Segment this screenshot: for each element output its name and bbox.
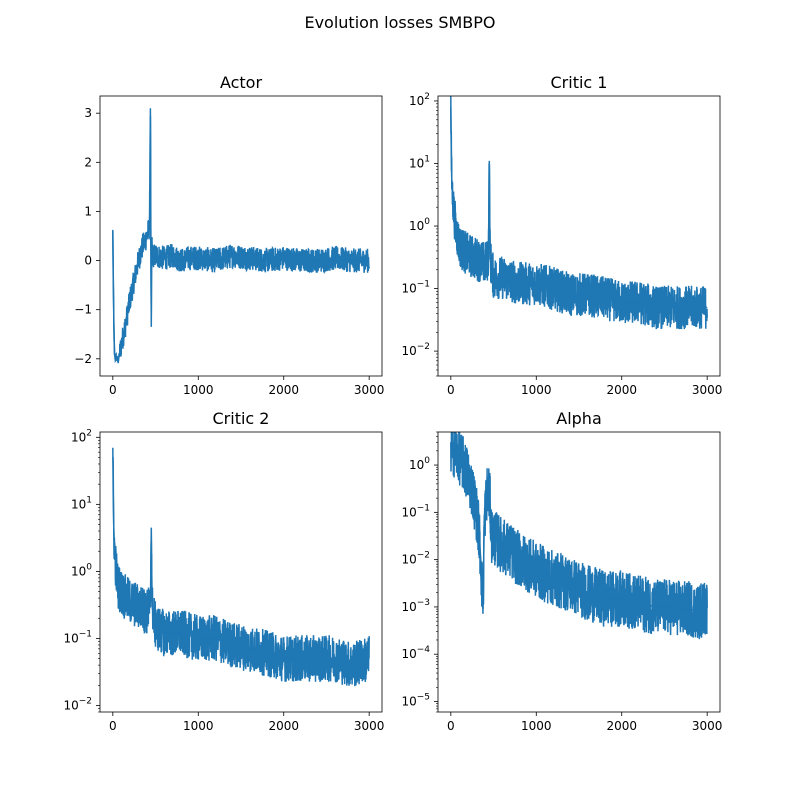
series-line xyxy=(112,456,370,687)
series-line-key-points xyxy=(112,108,370,364)
series-line xyxy=(450,432,708,640)
axes-frame xyxy=(99,95,383,377)
x-tick-label: 2000 xyxy=(268,719,299,733)
y-tick-label: 2 xyxy=(84,155,92,169)
x-tick-label: 3000 xyxy=(692,719,723,733)
x-tick-label: 2000 xyxy=(606,383,637,397)
y-tick-label: −2 xyxy=(74,352,92,366)
x-tick-label: 0 xyxy=(447,719,455,733)
axes-frame xyxy=(99,431,383,713)
y-tick-label: 102 xyxy=(71,428,92,444)
x-tick-label: 0 xyxy=(447,383,455,397)
y-tick-label: 10−1 xyxy=(401,280,430,296)
subplot-2: Critic 2 0 1000 2000 3000 10−2 10−1 100 101 102 xyxy=(63,409,384,733)
y-tick-label: 101 xyxy=(409,154,430,170)
subplot-1: Critic 1 0 1000 2000 3000 10−2 10−1 100 101 102 xyxy=(401,73,722,397)
y-tick-label: 10−1 xyxy=(401,503,430,519)
series-line-key-points xyxy=(112,447,370,666)
series-line xyxy=(112,116,370,364)
y-tick-label: 10−2 xyxy=(401,342,430,358)
y-tick-label: 0 xyxy=(84,254,92,268)
subplot-title: Critic 2 xyxy=(213,409,270,428)
x-tick-label: 3000 xyxy=(692,383,723,397)
subplot-3: Alpha 0 1000 2000 3000 10−5 10−4 10−3 10−2 10−1 10… xyxy=(401,409,722,733)
y-tick-label: 100 xyxy=(409,217,430,233)
y-tick-label: 10−2 xyxy=(401,551,430,567)
subplot-0: Actor 0 1000 2000 3000 −2 −1 0 1 2 3 xyxy=(74,73,384,397)
figure-title: Evolution losses SMBPO xyxy=(304,13,496,32)
axes-frame xyxy=(437,95,721,377)
x-tick-label: 1000 xyxy=(183,719,214,733)
subplot-title: Actor xyxy=(220,73,263,92)
y-tick-label: 10−4 xyxy=(401,645,430,661)
x-tick-label: 1000 xyxy=(183,383,214,397)
y-tick-label: 100 xyxy=(71,562,92,578)
y-tick-label: 10−5 xyxy=(401,693,430,709)
axes-frame xyxy=(437,431,721,713)
x-tick-label: 1000 xyxy=(521,383,552,397)
y-tick-label: 3 xyxy=(84,106,92,120)
x-tick-label: 2000 xyxy=(268,383,299,397)
subplot-title: Critic 1 xyxy=(551,73,608,92)
y-tick-label: 10−3 xyxy=(401,598,430,614)
y-tick-label: −1 xyxy=(74,303,92,317)
x-tick-label: 2000 xyxy=(606,719,637,733)
y-tick-label: 102 xyxy=(409,92,430,108)
y-tick-label: 1 xyxy=(84,204,92,218)
y-tick-label: 100 xyxy=(409,456,430,472)
x-tick-label: 3000 xyxy=(354,383,385,397)
x-tick-label: 0 xyxy=(109,719,117,733)
subplot-title: Alpha xyxy=(556,409,602,428)
y-tick-label: 10−1 xyxy=(63,629,92,645)
y-tick-label: 101 xyxy=(71,495,92,511)
y-tick-label: 10−2 xyxy=(63,697,92,713)
series-line-key-points xyxy=(450,445,708,613)
x-tick-label: 3000 xyxy=(354,719,385,733)
x-tick-label: 1000 xyxy=(521,719,552,733)
series-line-key-points xyxy=(450,106,708,309)
series-line xyxy=(450,96,708,330)
x-tick-label: 0 xyxy=(109,383,117,397)
